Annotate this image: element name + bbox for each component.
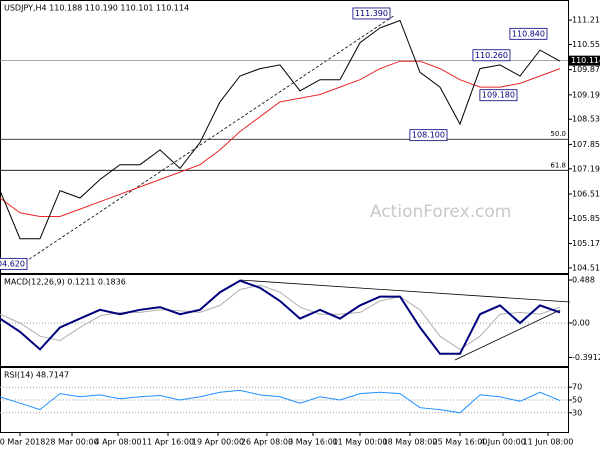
macd-trend-line [239, 279, 571, 303]
series-line [0, 60, 561, 217]
x-tick-label: 11 May 00:00 [333, 438, 388, 447]
x-tick-label: 11 Apr 16:00 [142, 438, 194, 447]
series-line [0, 284, 561, 350]
y-tick-label: 109.190 [572, 90, 600, 99]
trend-line [24, 14, 396, 263]
x-tick-label: 19 Apr 00:00 [192, 438, 244, 447]
annotation-box [472, 49, 511, 62]
annotation-box [509, 27, 548, 40]
series-line [0, 279, 561, 355]
y-tick-label: 105.170 [572, 239, 600, 248]
panel-title: RSI(14) 48.7147 [4, 371, 69, 380]
y-tick-label: 0.488 [572, 276, 595, 285]
x-tick-label: 25 May 16:00 [433, 438, 488, 447]
y-tick-label: 106.510 [572, 189, 600, 198]
x-tick-label: 20 Mar 2018 [0, 438, 45, 447]
y-tick-label: 105.850 [572, 214, 600, 223]
y-tick-label: 108.530 [572, 115, 600, 124]
y-tick-label: 30 [572, 408, 582, 417]
y-tick-label: -0.3912 [572, 353, 600, 362]
y-tick-label: 110.550 [572, 40, 600, 49]
annotation-box [409, 129, 448, 142]
panel-frame [0, 274, 569, 367]
panel-title: USDJPY,H4 110.188 110.190 110.101 110.11… [4, 4, 189, 13]
fib-label: 50.0 [550, 130, 566, 138]
panel-frame [0, 0, 569, 274]
y-tick-label: 50 [572, 396, 582, 405]
annotation-label: 110.260 [475, 51, 508, 60]
watermark: ActionForex.com [370, 202, 511, 222]
last-price-box [568, 55, 600, 66]
x-tick-label: 4 Apr 08:00 [94, 438, 141, 447]
x-tick-label: 18 May 08:00 [383, 438, 438, 447]
macd-trend-line [454, 309, 561, 361]
annotation-label: 110.840 [512, 29, 545, 38]
y-tick-label: 104.510 [572, 263, 600, 272]
x-tick-label: 4 Jun 00:00 [480, 438, 526, 447]
annotation-label: 111.390 [355, 9, 388, 18]
y-tick-label: 70 [572, 383, 582, 392]
panel-title: MACD(12,26,9) 0.1211 0.1836 [4, 278, 126, 287]
x-tick-label: 28 Mar 00:00 [45, 438, 98, 447]
annotation-box [0, 257, 28, 270]
fib-label: 61.8 [550, 161, 566, 169]
y-tick-label: 0.00 [572, 318, 590, 327]
series-line [0, 19, 561, 240]
x-tick-label: 26 Apr 08:00 [241, 438, 293, 447]
x-tick-label: 3 May 16:00 [288, 438, 338, 447]
annotation-label: 108.100 [412, 131, 445, 140]
y-tick-label: 111.210 [572, 16, 600, 25]
annotation-box [479, 89, 518, 102]
y-tick-label: 107.190 [572, 164, 600, 173]
y-tick-label: 109.870 [572, 65, 600, 74]
x-tick-label: 11 Jun 08:00 [523, 438, 574, 447]
annotation-label: 109.180 [482, 91, 515, 100]
annotation-label: 104.620 [0, 259, 25, 268]
annotation-box [352, 7, 391, 20]
last-price-label: 110.114 [571, 56, 600, 65]
y-tick-label: 107.850 [572, 140, 600, 149]
series-line [0, 389, 561, 414]
